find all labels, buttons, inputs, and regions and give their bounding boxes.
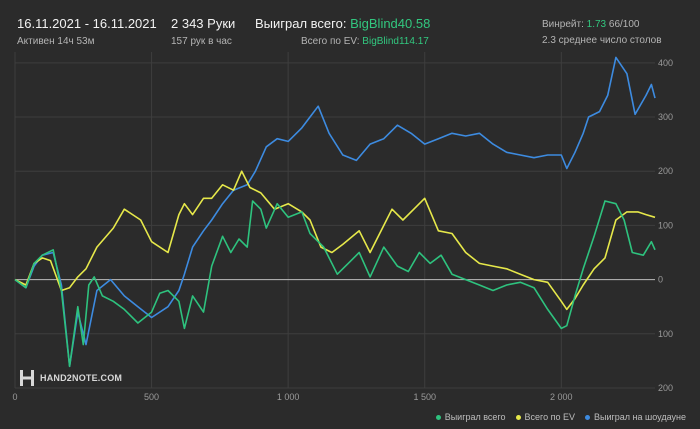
x-tick-label: 1 500 — [413, 392, 436, 402]
y-tick-label: 300 — [658, 112, 673, 122]
y-tick-label: 200 — [658, 166, 673, 176]
x-tick-label: 0 — [12, 392, 17, 402]
winrate-value: 1.73 — [586, 19, 607, 30]
y-tick-label: 100 — [658, 329, 673, 339]
legend-label-ev: Всего по EV — [524, 412, 576, 422]
watermark: HAND2NOTE.COM — [20, 370, 122, 386]
hands-per-hour: 157 рук в час — [171, 36, 232, 47]
summary-header: 16.11.2021 - 16.11.2021 Активен 14ч 53м … — [0, 0, 700, 52]
legend-item-showdown[interactable]: Выиграл на шоудауне — [585, 412, 686, 422]
legend-label-won: Выиграл всего — [444, 412, 506, 422]
x-tick-label: 2 000 — [550, 392, 573, 402]
legend-item-won[interactable]: Выиграл всего — [435, 412, 506, 422]
won-total: Выиграл всего: BigBlind40.58 — [255, 16, 430, 31]
y-tick-label: 100 — [658, 220, 673, 230]
ev-total: Всего по EV: BigBlind114.17 — [301, 36, 429, 47]
hand2note-logo-icon — [20, 370, 34, 386]
winrate-label: Винрейт: — [542, 19, 584, 30]
active-time: Активен 14ч 53м — [17, 36, 95, 47]
series-line-showdown — [14, 56, 656, 368]
ev-label: Всего по EV: — [301, 36, 360, 47]
series-line-ev — [14, 170, 656, 311]
y-tick-label: 400 — [658, 58, 673, 68]
ev-value: BigBlind114.17 — [362, 36, 429, 47]
winrate: Винрейт: 1.73 66/100 — [542, 19, 639, 30]
won-value: BigBlind40.58 — [350, 16, 431, 31]
y-tick-label: 0 — [658, 275, 663, 285]
legend-dot-ev — [515, 414, 521, 420]
won-label: Выиграл всего: — [255, 16, 347, 31]
avg-tables: 2.3 среднее число столов — [542, 35, 662, 46]
legend-item-ev[interactable]: Всего по EV — [515, 412, 576, 422]
legend-label-showdown: Выиграл на шоудауне — [594, 412, 686, 422]
x-tick-label: 500 — [144, 392, 159, 402]
watermark-text: HAND2NOTE.COM — [40, 373, 123, 383]
series-line-won — [14, 200, 656, 368]
chart-legend: Выиграл всего Всего по EV Выиграл на шоу… — [435, 412, 686, 422]
legend-dot-showdown — [585, 414, 591, 420]
date-range: 16.11.2021 - 16.11.2021 — [17, 16, 157, 31]
x-tick-label: 1 000 — [277, 392, 300, 402]
y-tick-label: 200 — [658, 383, 673, 393]
legend-dot-won — [435, 414, 441, 420]
winrate-rest: 66/100 — [608, 19, 640, 30]
hands-count: 2 343 Руки — [171, 16, 236, 31]
